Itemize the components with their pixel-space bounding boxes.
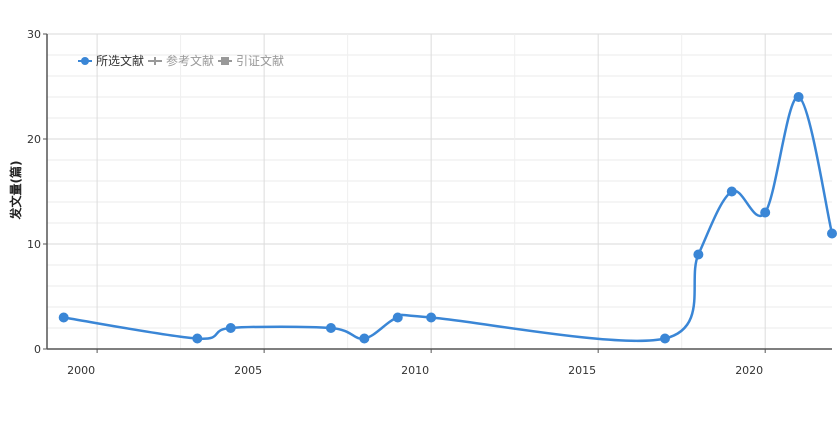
x-tick-label: 2010 — [401, 364, 429, 377]
legend: 所选文献 参考文献 引证文献 — [78, 53, 284, 68]
x-tick-label: 2015 — [568, 364, 596, 377]
y-tick-label: 20 — [27, 133, 41, 146]
legend-label: 引证文献 — [236, 53, 284, 68]
data-point — [325, 323, 336, 333]
data-point — [726, 186, 737, 197]
y-axis-label: 发文量(篇) — [8, 161, 23, 221]
data-point — [659, 333, 670, 344]
data-point — [693, 249, 704, 260]
data-point — [760, 207, 771, 218]
tick-labels: 0 10 20 30 2000 2005 2010 2015 2020 — [27, 28, 766, 377]
grid-lines — [47, 33, 832, 349]
y-tick-label: 10 — [27, 238, 41, 251]
x-tick-label: 2020 — [735, 364, 763, 377]
data-point — [392, 312, 403, 323]
x-tick-label: 2000 — [67, 364, 95, 377]
legend-item[interactable]: 所选文献 — [78, 53, 144, 68]
legend-marker — [151, 57, 159, 65]
series-line — [63, 95, 834, 343]
legend-marker — [221, 57, 229, 65]
y-tick-label: 0 — [34, 343, 41, 356]
data-point — [359, 333, 370, 344]
legend-marker — [81, 57, 89, 65]
data-point — [192, 333, 203, 344]
legend-item[interactable]: 参考文献 — [148, 53, 214, 68]
data-point — [225, 323, 236, 333]
y-tick-label: 30 — [27, 28, 41, 41]
data-point — [793, 92, 804, 102]
x-tick-label: 2005 — [234, 364, 262, 377]
legend-label: 参考文献 — [166, 53, 214, 68]
axes — [46, 34, 832, 350]
legend-item[interactable]: 引证文献 — [218, 53, 284, 68]
series-layer — [58, 92, 837, 344]
data-point — [58, 312, 69, 323]
data-point — [827, 228, 837, 239]
legend-label: 所选文献 — [96, 53, 144, 68]
data-point — [426, 312, 437, 323]
